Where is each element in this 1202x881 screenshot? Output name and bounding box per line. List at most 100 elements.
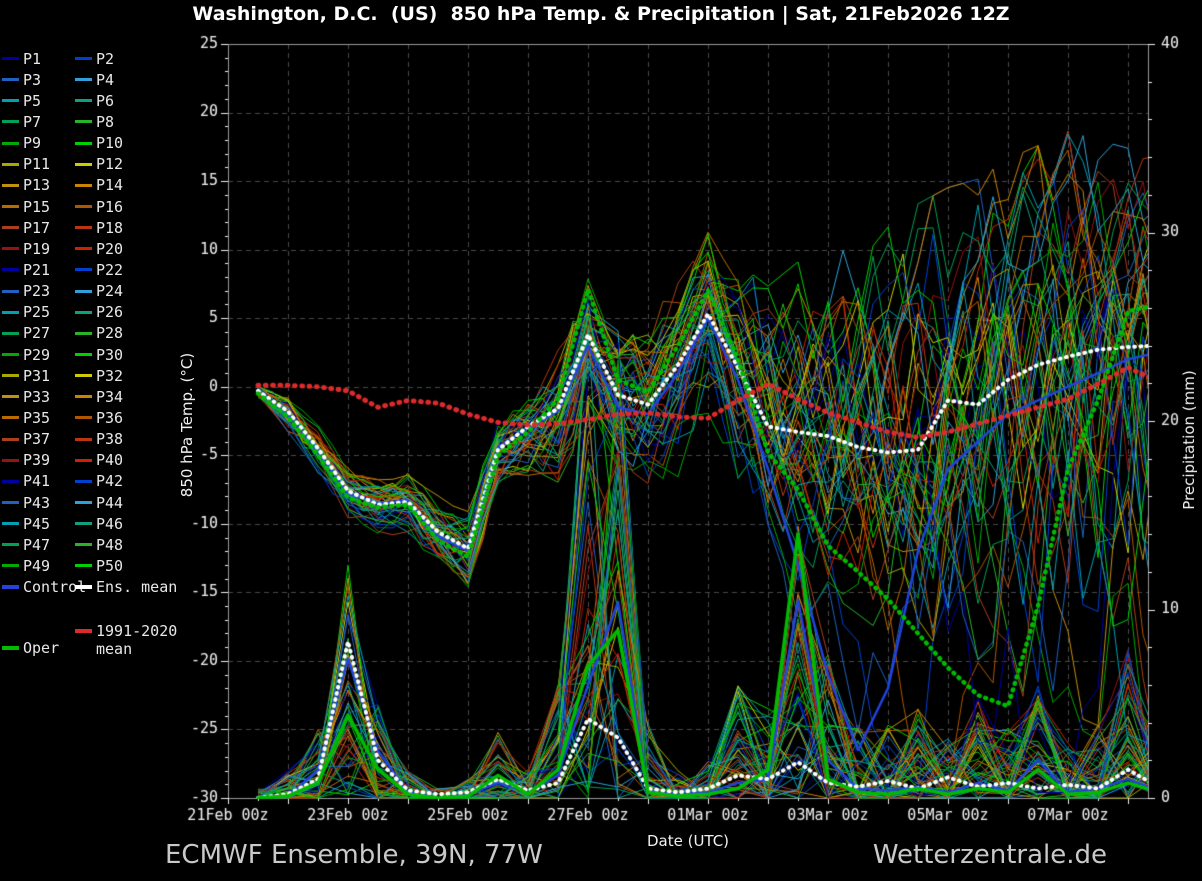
p44-label: P44	[96, 493, 124, 512]
p7-swatch-icon	[2, 120, 19, 124]
p20-label: P20	[96, 239, 124, 258]
p4-label: P4	[96, 70, 115, 89]
p45-swatch-icon	[2, 522, 19, 526]
ens-mean-swatch-icon	[75, 585, 92, 590]
p50-swatch-icon	[75, 564, 92, 568]
p8-label: P8	[96, 112, 115, 131]
p48-swatch-icon	[75, 543, 92, 547]
p24-swatch-icon	[75, 289, 92, 293]
legend-item-p20: P20	[75, 240, 123, 258]
right-axis-label: Precipitation (mm)	[1180, 370, 1198, 510]
legend-item-p5: P5	[2, 92, 75, 110]
legend-item-climate-mean: 1991-2020 mean	[75, 622, 177, 658]
p8-swatch-icon	[75, 120, 92, 124]
p39-label: P39	[23, 451, 51, 470]
legend-row: P41 P42	[2, 471, 227, 492]
legend-row-climate-oper: Oper 1991-2020 mean	[2, 622, 227, 658]
legend-item-p3: P3	[2, 71, 75, 89]
p12-label: P12	[96, 155, 124, 174]
legend-item-control: Control	[2, 578, 86, 596]
p34-swatch-icon	[75, 395, 92, 399]
legend-row: P27 P28	[2, 323, 227, 344]
legend-item-p19: P19	[2, 240, 75, 258]
legend-item-p41: P41	[2, 472, 75, 490]
control-label: Control	[23, 578, 87, 597]
legend-item-p18: P18	[75, 219, 123, 237]
legend-item-p49: P49	[2, 557, 75, 575]
legend-item-p43: P43	[2, 494, 75, 512]
p44-swatch-icon	[75, 501, 92, 505]
p33-label: P33	[23, 387, 51, 406]
p10-swatch-icon	[75, 141, 92, 145]
p27-label: P27	[23, 324, 51, 343]
p2-swatch-icon	[75, 57, 92, 61]
footer-left-text: ECMWF Ensemble, 39N, 77W	[165, 840, 543, 870]
legend-item-p31: P31	[2, 367, 75, 385]
legend-item-p34: P34	[75, 388, 123, 406]
legend-item-p22: P22	[75, 261, 123, 279]
p30-label: P30	[96, 345, 124, 364]
legend-item-p16: P16	[75, 198, 123, 216]
p11-label: P11	[23, 155, 51, 174]
p9-swatch-icon	[2, 141, 19, 145]
p32-swatch-icon	[75, 374, 92, 378]
control-swatch-icon	[2, 585, 19, 590]
legend-item-p15: P15	[2, 198, 75, 216]
p26-label: P26	[96, 303, 124, 322]
legend-item-p10: P10	[75, 134, 123, 152]
p18-swatch-icon	[75, 226, 92, 230]
legend-row: P25 P26	[2, 302, 227, 323]
p28-swatch-icon	[75, 331, 92, 335]
p40-label: P40	[96, 451, 124, 470]
legend-item-p37: P37	[2, 430, 75, 448]
p36-swatch-icon	[75, 416, 92, 420]
p34-label: P34	[96, 387, 124, 406]
p36-label: P36	[96, 408, 124, 427]
legend-row: P45 P46	[2, 513, 227, 534]
p21-swatch-icon	[2, 268, 19, 272]
p46-label: P46	[96, 514, 124, 533]
legend-item-p38: P38	[75, 430, 123, 448]
p6-label: P6	[96, 91, 115, 110]
legend-item-p13: P13	[2, 176, 75, 194]
p17-swatch-icon	[2, 226, 19, 230]
legend-item-p32: P32	[75, 367, 123, 385]
oper-label: Oper	[23, 638, 60, 657]
p46-swatch-icon	[75, 522, 92, 526]
legend-item-p42: P42	[75, 472, 123, 490]
p43-label: P43	[23, 493, 51, 512]
legend-item-p7: P7	[2, 113, 75, 131]
legend-item-p50: P50	[75, 557, 123, 575]
legend-item-p29: P29	[2, 346, 75, 364]
legend-row: P7 P8	[2, 111, 227, 132]
p22-label: P22	[96, 260, 124, 279]
p41-swatch-icon	[2, 479, 19, 483]
climate-mean-swatch-icon	[75, 628, 92, 633]
p19-label: P19	[23, 239, 51, 258]
legend-row: P29 P30	[2, 344, 227, 365]
p28-label: P28	[96, 324, 124, 343]
legend-item-p17: P17	[2, 219, 75, 237]
legend-item-oper: Oper	[2, 639, 75, 657]
x-axis-label: Date (UTC)	[646, 832, 730, 850]
p7-label: P7	[23, 112, 42, 131]
p5-label: P5	[23, 91, 42, 110]
p38-label: P38	[96, 430, 124, 449]
p2-label: P2	[96, 49, 115, 68]
p32-label: P32	[96, 366, 124, 385]
p6-swatch-icon	[75, 99, 92, 103]
legend-item-p24: P24	[75, 282, 123, 300]
p1-swatch-icon	[2, 57, 19, 61]
legend-row: P15 P16	[2, 196, 227, 217]
p16-swatch-icon	[75, 205, 92, 209]
legend-row: P35 P36	[2, 407, 227, 428]
p25-label: P25	[23, 303, 51, 322]
p29-swatch-icon	[2, 353, 19, 357]
legend-item-p39: P39	[2, 451, 75, 469]
legend-row: P21 P22	[2, 259, 227, 280]
legend-row: P1 P2	[2, 48, 227, 69]
legend-item-p11: P11	[2, 155, 75, 173]
p35-swatch-icon	[2, 416, 19, 420]
